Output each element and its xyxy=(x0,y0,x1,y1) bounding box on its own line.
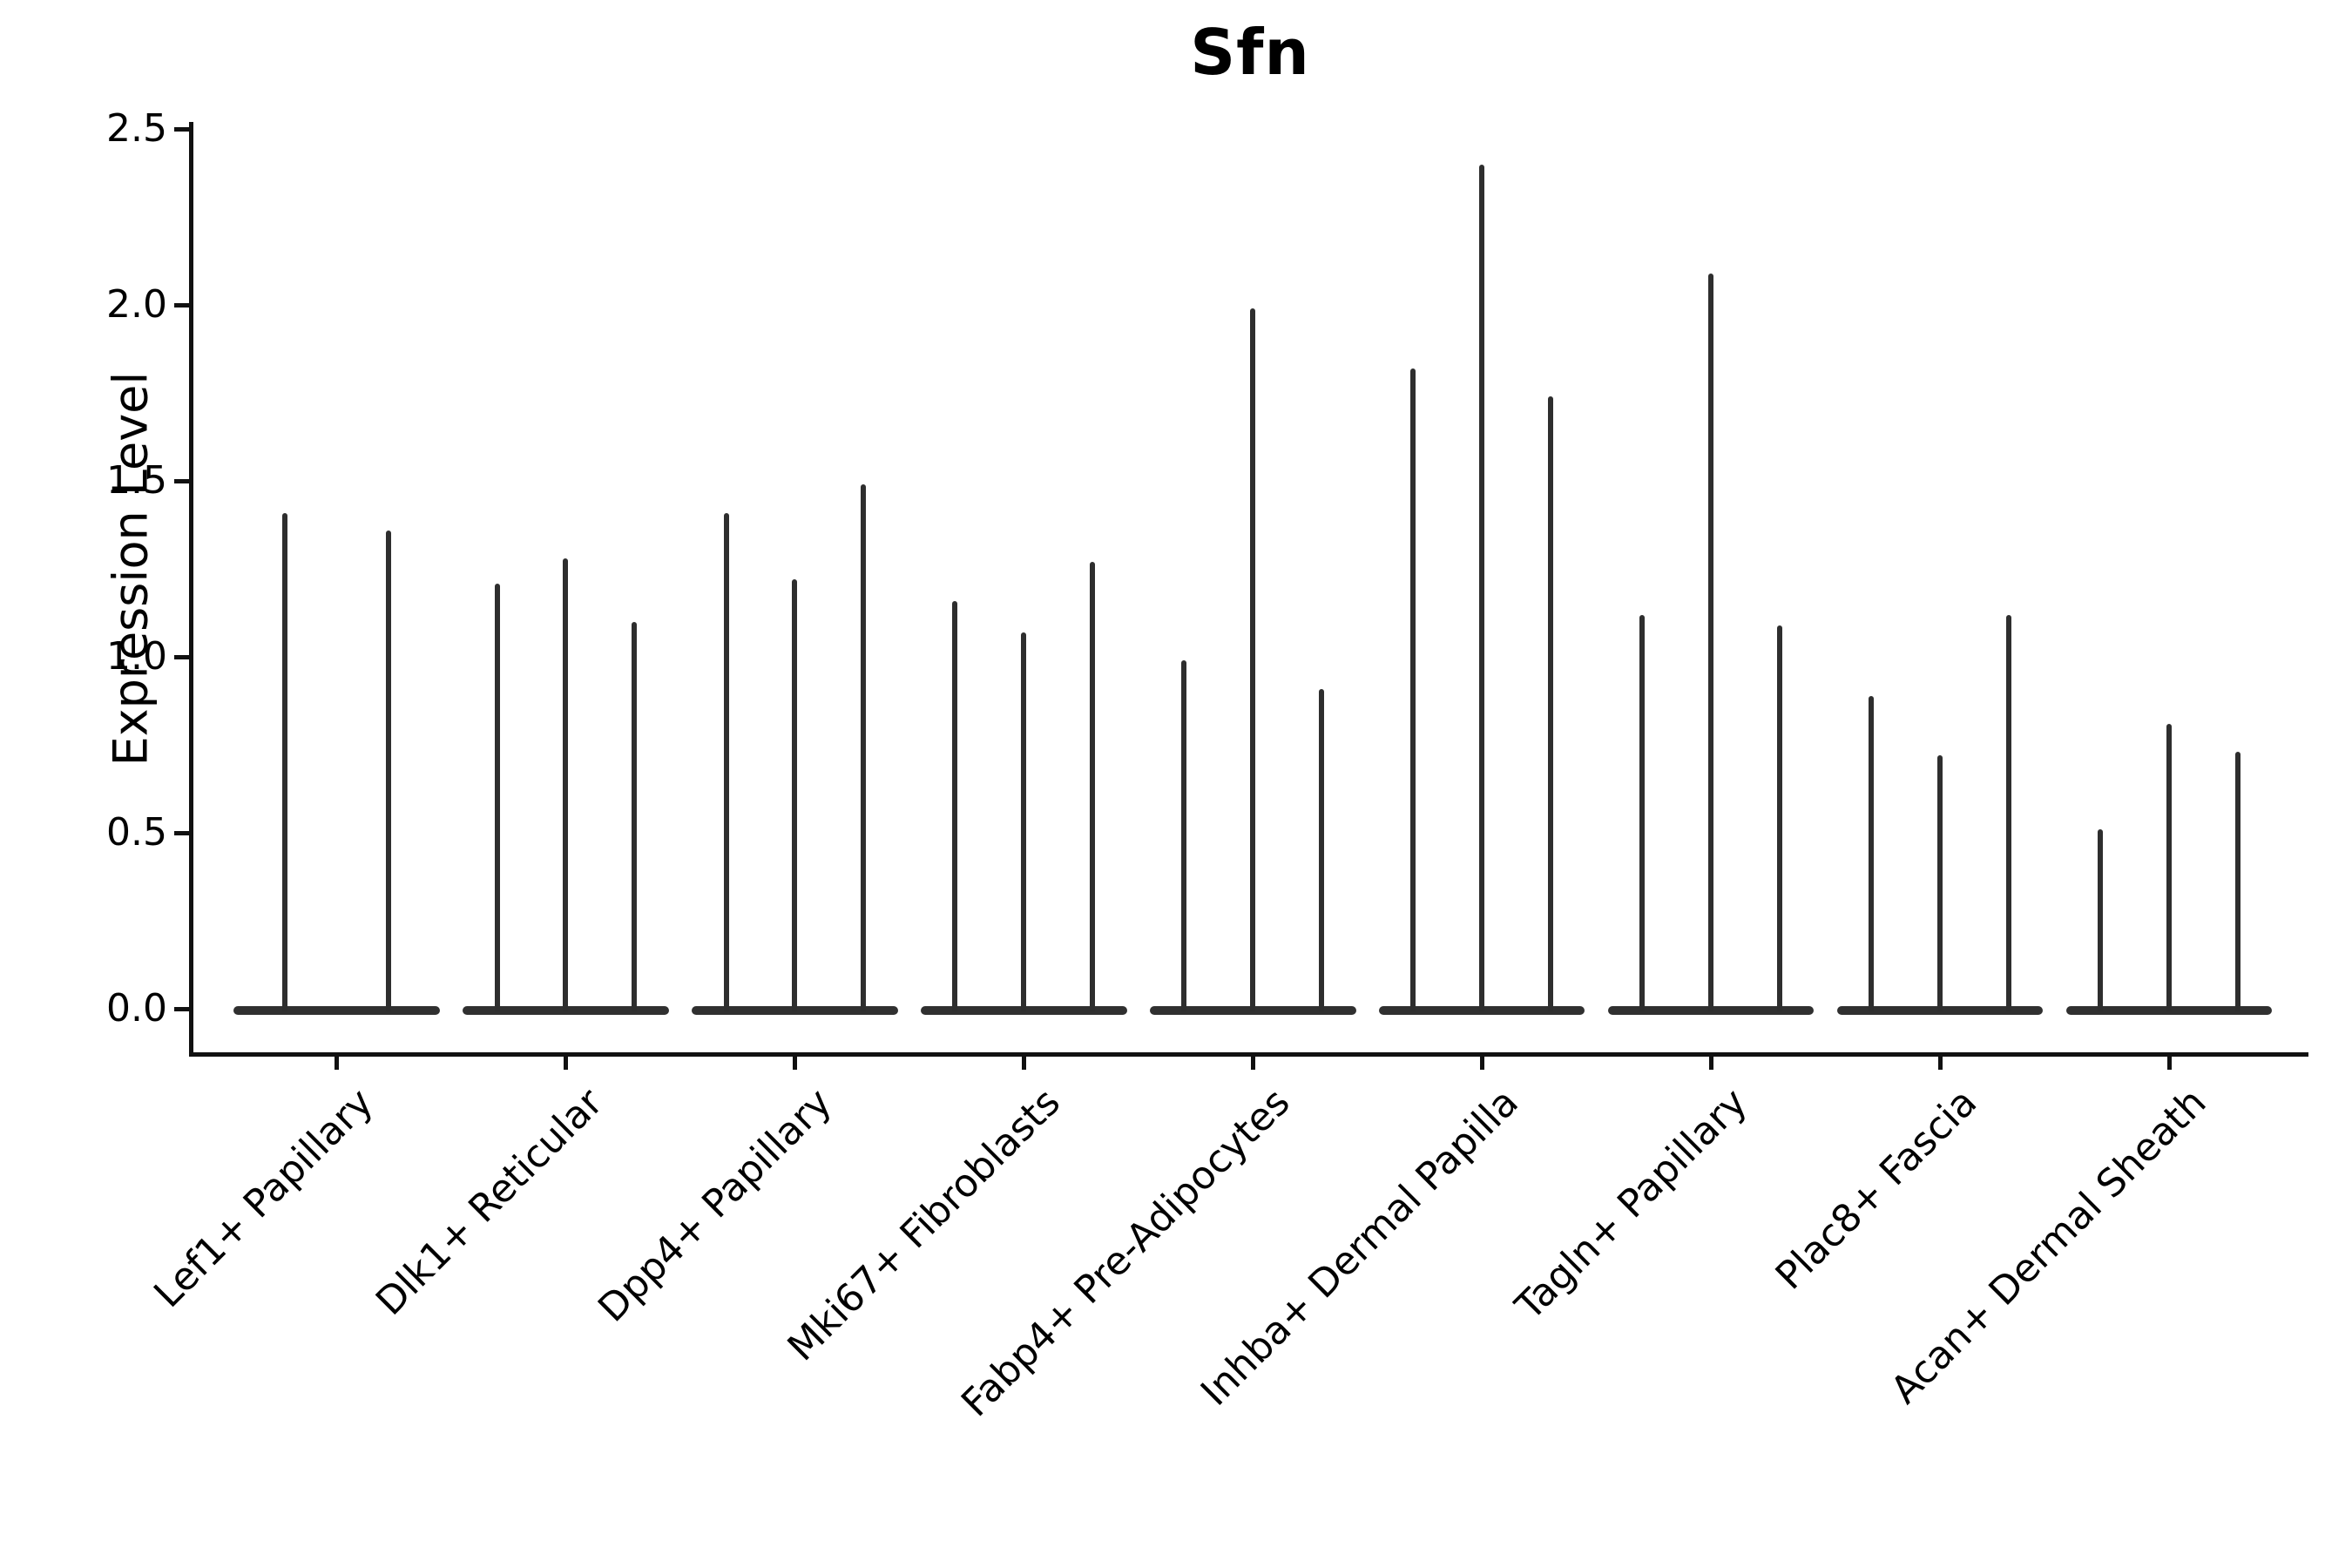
violin-max-spike xyxy=(282,512,288,1011)
y-tick-label: 2.0 xyxy=(106,282,167,328)
violin-max-spike xyxy=(1319,688,1325,1011)
chart-title: Sfn xyxy=(1190,16,1310,89)
violin-max-spike xyxy=(952,600,958,1011)
y-axis-tick xyxy=(174,126,192,132)
x-axis-tick xyxy=(1250,1054,1255,1070)
violin-max-spike xyxy=(1869,695,1875,1011)
x-axis-tick xyxy=(792,1054,797,1070)
x-axis-tick xyxy=(563,1054,568,1070)
violin-base xyxy=(233,1006,440,1015)
y-axis-tick xyxy=(174,830,192,835)
violin-max-spike xyxy=(2005,614,2011,1011)
violin-max-spike xyxy=(1181,660,1187,1011)
violin-max-spike xyxy=(385,530,391,1011)
y-tick-label: 2.5 xyxy=(106,106,167,152)
x-tick-label: Lef1+ Papillary xyxy=(145,1079,382,1316)
x-tick-label: Dpp4+ Papillary xyxy=(589,1079,841,1331)
y-tick-label: 1.5 xyxy=(106,458,167,504)
violin-max-spike xyxy=(1250,308,1256,1011)
y-tick-label: 1.0 xyxy=(106,634,167,679)
violin-max-spike xyxy=(1410,368,1416,1011)
x-axis-tick xyxy=(1708,1054,1713,1070)
violin-max-spike xyxy=(2166,724,2173,1011)
x-tick-label: Plac8+ Fascia xyxy=(1767,1079,1986,1299)
violin-max-spike xyxy=(1479,164,1485,1011)
x-tick-label: Tagln+ Papillary xyxy=(1507,1079,1757,1329)
violin-max-spike xyxy=(1937,755,1943,1011)
y-axis-tick xyxy=(174,1006,192,1011)
violin-max-spike xyxy=(632,621,638,1011)
violin-max-spike xyxy=(861,484,867,1011)
violin-max-spike xyxy=(1548,396,1554,1011)
x-axis-tick xyxy=(1021,1054,1026,1070)
violin-max-spike xyxy=(792,579,798,1011)
x-axis-tick xyxy=(335,1054,339,1070)
y-axis-tick xyxy=(174,302,192,308)
violin-max-spike xyxy=(1777,625,1782,1011)
y-axis-label: Expression Level xyxy=(103,371,159,767)
x-tick-label: Dlk1+ Reticular xyxy=(367,1079,612,1324)
violin-max-spike xyxy=(1090,562,1096,1011)
y-tick-label: 0.5 xyxy=(106,810,167,855)
x-axis-spine xyxy=(189,1052,2308,1057)
x-axis-tick xyxy=(1937,1054,1943,1070)
violin-max-spike xyxy=(1021,632,1027,1011)
y-axis-tick xyxy=(174,654,192,659)
violin-max-spike xyxy=(723,512,729,1011)
y-tick-label: 0.0 xyxy=(106,986,167,1031)
violin-max-spike xyxy=(494,583,500,1011)
x-axis-tick xyxy=(1479,1054,1484,1070)
violin-max-spike xyxy=(563,558,569,1011)
violin-max-spike xyxy=(2098,829,2104,1011)
violin-max-spike xyxy=(1639,614,1646,1011)
y-axis-tick xyxy=(174,478,192,483)
violin-max-spike xyxy=(1708,273,1714,1011)
y-axis-spine xyxy=(189,122,193,1057)
x-axis-tick xyxy=(2166,1054,2172,1070)
violin-max-spike xyxy=(2234,752,2240,1011)
